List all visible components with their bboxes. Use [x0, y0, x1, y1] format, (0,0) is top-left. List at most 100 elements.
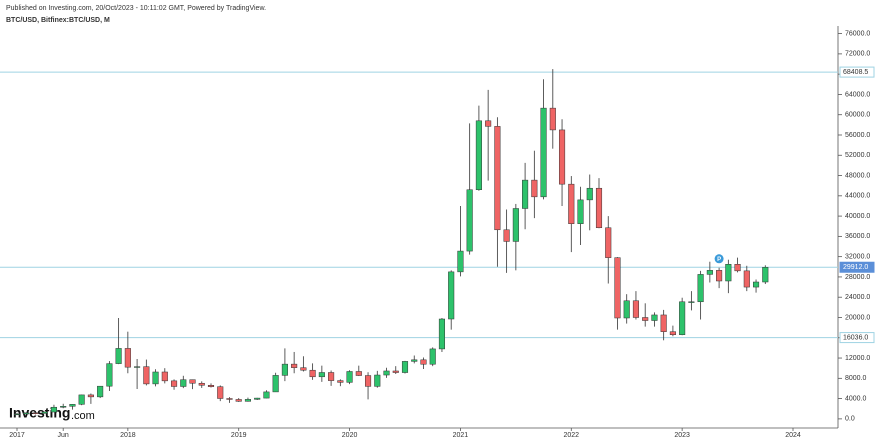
y-tick-label: 24000.0	[845, 294, 870, 301]
candle-body	[189, 379, 196, 384]
candle-body	[60, 406, 67, 408]
candle-body	[226, 398, 233, 400]
candle-body	[383, 370, 390, 376]
x-tick-label: 2017	[9, 432, 25, 439]
candle-body	[244, 399, 252, 402]
candle-body	[364, 375, 372, 387]
candle-body	[161, 371, 168, 382]
candle-body	[734, 264, 741, 272]
candle-body	[595, 187, 603, 229]
candle-body	[457, 250, 464, 273]
symbol-title: BTC/USD, Bitfinex:BTC/USD, M	[6, 17, 110, 24]
price-label-box	[839, 332, 875, 344]
y-tick-label: 64000.0	[845, 91, 870, 98]
candle-body	[623, 300, 630, 319]
candle-body	[170, 380, 178, 387]
candle-body	[23, 412, 30, 415]
candle-body	[401, 361, 409, 373]
candle-body	[586, 187, 593, 201]
candle-body	[198, 382, 205, 386]
candle-body	[642, 317, 649, 321]
candle-body	[32, 412, 39, 414]
y-tick-label: 40000.0	[845, 213, 870, 220]
x-tick-label: Jun	[58, 432, 69, 439]
price-label: 29912.0	[843, 264, 868, 271]
candle-body	[752, 281, 760, 288]
candle-body	[263, 391, 270, 399]
candle-body	[13, 413, 21, 416]
y-tick-label: 32000.0	[845, 253, 870, 260]
candle-body	[549, 107, 556, 131]
candle-body	[411, 359, 418, 362]
y-tick-label: 52000.0	[845, 152, 870, 159]
candle-body	[41, 411, 48, 414]
candle-body	[531, 179, 538, 198]
x-tick-label: 2019	[231, 432, 247, 439]
candle-body	[309, 369, 316, 378]
price-label-box	[839, 66, 875, 78]
y-tick-label: 12000.0	[845, 355, 870, 362]
candle-body	[420, 359, 427, 365]
y-tick-label: 56000.0	[845, 132, 870, 139]
candle-body	[503, 229, 510, 242]
candle-body	[207, 385, 215, 387]
candle-body	[180, 379, 187, 387]
candle-body	[318, 372, 325, 378]
y-tick-label: 20000.0	[845, 314, 870, 321]
candle-body	[97, 385, 104, 398]
logo-suffix: .com	[71, 410, 95, 422]
candle-body	[743, 270, 750, 288]
price-label: 68408.5	[843, 69, 868, 76]
candle-body	[605, 227, 612, 258]
candle-body	[697, 274, 704, 303]
y-tick-label: 60000.0	[845, 112, 870, 119]
annotation-label: P	[717, 257, 721, 263]
candle-body	[124, 348, 131, 368]
candle-body	[438, 318, 446, 350]
candle-body	[660, 314, 667, 332]
x-tick-label: 2023	[674, 432, 690, 439]
x-tick-label: 2020	[342, 432, 358, 439]
candle-body	[281, 363, 288, 376]
candle-body	[485, 120, 492, 127]
x-tick-label: 2021	[453, 432, 469, 439]
price-label-box	[839, 261, 875, 273]
candle-body	[466, 189, 473, 252]
candle-body	[762, 266, 769, 283]
candle-body	[78, 394, 85, 405]
candle-body	[254, 397, 261, 400]
candle-body	[272, 375, 279, 393]
candle-body	[679, 301, 686, 335]
candle-body	[512, 208, 519, 242]
candle-body	[300, 367, 307, 371]
candle-body	[115, 348, 122, 364]
x-tick-label: 2024	[785, 432, 801, 439]
candle-body	[355, 371, 362, 376]
candle-body	[235, 399, 242, 402]
candle-body	[632, 300, 640, 318]
candle-body	[429, 348, 436, 365]
candle-body	[725, 264, 732, 282]
candle-body	[50, 406, 58, 413]
candle-body	[522, 179, 529, 209]
y-tick-label: 0.0	[845, 416, 855, 423]
annotation-marker	[714, 254, 724, 264]
y-tick-label: 8000.0	[845, 375, 867, 382]
candle-body	[669, 331, 676, 335]
candle-body	[716, 270, 723, 282]
candle-body	[540, 107, 547, 198]
x-tick-label: 2018	[120, 432, 136, 439]
candle-body	[577, 199, 584, 224]
y-tick-label: 76000.0	[845, 30, 870, 37]
y-tick-label: 4000.0	[845, 395, 867, 402]
candle-body	[688, 301, 695, 303]
x-tick-label: 2022	[563, 432, 579, 439]
candle-body	[448, 271, 455, 320]
candle-body	[69, 404, 76, 407]
candle-body	[568, 183, 575, 224]
candle-body	[475, 120, 482, 190]
candle-body	[392, 370, 399, 373]
published-note: Published on Investing.com, 20/Oct/2023 …	[6, 5, 266, 12]
candle-body	[494, 126, 501, 231]
